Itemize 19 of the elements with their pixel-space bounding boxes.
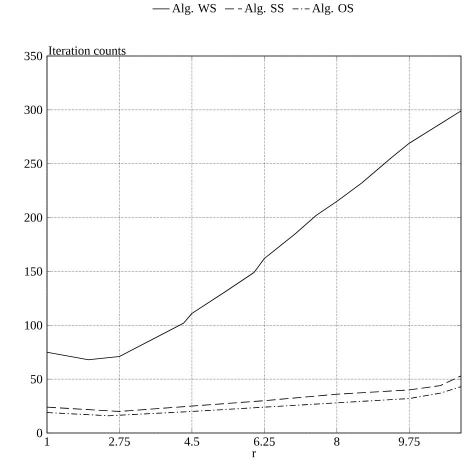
y-axis-title: Iteration counts [48, 46, 126, 55]
legend-label: Alg. OS [312, 4, 354, 15]
x-tick-label: 8 [334, 437, 340, 446]
x-tick-label: 2.75 [109, 437, 130, 446]
y-tick-label: 50 [30, 374, 42, 384]
x-tick-label: 6.25 [254, 437, 275, 446]
y-tick-label: 150 [25, 267, 42, 276]
y-tick-label: 300 [24, 106, 42, 114]
x-tick-label: 9.75 [398, 437, 420, 446]
y-tick-label: 350 [24, 52, 42, 60]
y-tick-label: 250 [24, 160, 42, 168]
legend-label: Alg. WS [172, 4, 216, 15]
y-tick-label: 100 [25, 321, 42, 330]
x-tick-label: 4.5 [184, 437, 200, 446]
y-tick-label: 0 [36, 428, 42, 438]
x-axis-title: r [252, 451, 256, 458]
y-tick-label: 200 [24, 213, 42, 222]
legend-label: Alg. SS [244, 4, 284, 15]
x-tick-label: 1 [44, 437, 50, 446]
